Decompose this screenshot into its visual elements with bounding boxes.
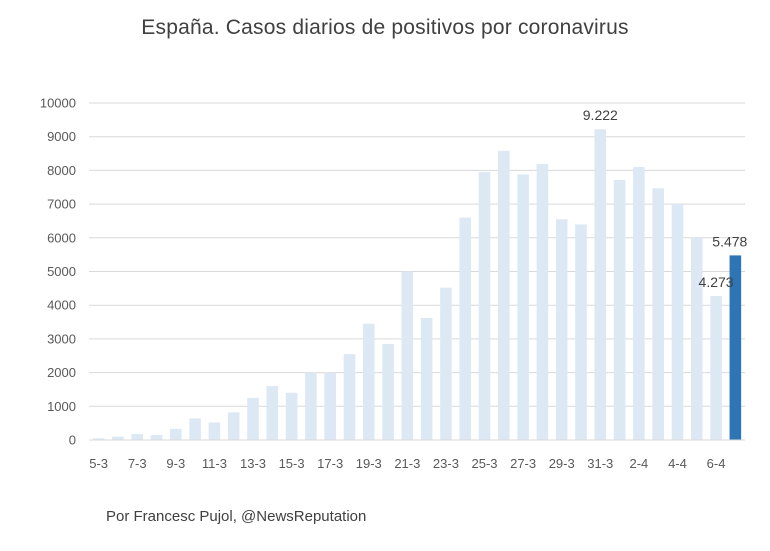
gridlines <box>89 102 745 407</box>
bar-16-3 <box>305 372 317 440</box>
bar-19-3 <box>362 323 375 440</box>
data-label: 4.273 <box>699 274 734 290</box>
bar-24-3 <box>459 217 472 440</box>
bar-1-4 <box>613 179 626 440</box>
bar-2-4 <box>633 167 645 440</box>
bar-6-3 <box>112 436 124 440</box>
bar-10-3 <box>189 418 201 440</box>
bar-9-3 <box>170 428 182 440</box>
bar-20-3 <box>382 343 394 440</box>
x-tick-label: 31-3 <box>587 456 613 471</box>
bar-13-3 <box>247 397 259 440</box>
x-axis-ticks: 5-3 7-3 9-3 11-3 13-3 15-3 17-3 19-3 21-3 23-3 25-… <box>89 456 725 471</box>
y-tick-label: 6000 <box>47 230 76 245</box>
y-tick-label: 3000 <box>47 331 76 346</box>
bar-7-3 <box>131 433 144 440</box>
data-label: 5.478 <box>712 233 747 249</box>
bar-31-3 <box>594 129 607 440</box>
x-tick-label: 19-3 <box>356 456 382 471</box>
bar-8-3 <box>150 434 163 440</box>
bar-14-3 <box>266 386 279 440</box>
chart-title: España. Casos diarios de positivos por c… <box>141 16 629 39</box>
bar-23-3 <box>440 287 452 440</box>
x-tick-label: 17-3 <box>317 456 343 471</box>
y-tick-label: 8000 <box>47 163 76 178</box>
data-labels: 9.222 4.273 5.478 <box>583 107 748 290</box>
bar-4-4 <box>671 204 684 440</box>
bar-29-3 <box>555 219 568 440</box>
bar-28-3 <box>536 163 549 440</box>
x-tick-label: 21-3 <box>394 456 420 471</box>
data-label: 9.222 <box>583 107 618 123</box>
bar-12-3 <box>227 412 240 440</box>
y-tick-label: 0 <box>69 433 76 448</box>
bars <box>92 129 742 440</box>
x-tick-label: 27-3 <box>510 456 536 471</box>
bar-5-3 <box>92 438 105 440</box>
x-tick-label: 6-4 <box>707 456 726 471</box>
bar-26-3 <box>498 150 510 440</box>
y-tick-label: 7000 <box>47 197 76 212</box>
y-tick-label: 2000 <box>47 365 76 380</box>
bar-3-4 <box>652 188 664 440</box>
bar-27-3 <box>517 174 529 440</box>
bar-18-3 <box>343 354 356 440</box>
bar-5-4 <box>690 237 703 440</box>
bar-30-3 <box>575 224 587 440</box>
x-tick-label: 5-3 <box>89 456 108 471</box>
x-tick-label: 25-3 <box>472 456 498 471</box>
bar-15-3 <box>285 392 298 440</box>
x-tick-label: 23-3 <box>433 456 459 471</box>
bar-25-3 <box>478 172 491 440</box>
x-tick-label: 4-4 <box>668 456 687 471</box>
bar-21-3 <box>401 271 414 440</box>
x-tick-label: 11-3 <box>202 456 227 471</box>
author-credit: Por Francesc Pujol, @NewsReputation <box>106 508 367 525</box>
y-tick-label: 5000 <box>47 264 76 279</box>
y-tick-label: 10000 <box>40 96 76 111</box>
bar-6-4 <box>710 295 722 440</box>
x-tick-label: 29-3 <box>549 456 575 471</box>
x-tick-label: 13-3 <box>240 456 266 471</box>
bar-11-3 <box>208 422 221 440</box>
y-tick-label: 9000 <box>47 129 76 144</box>
bar-22-3 <box>420 318 433 440</box>
x-tick-label: 9-3 <box>166 456 185 471</box>
x-tick-label: 7-3 <box>128 456 147 471</box>
x-tick-label: 2-4 <box>629 456 648 471</box>
x-tick-label: 15-3 <box>279 456 305 471</box>
y-axis-ticks: 0 1000 2000 3000 4000 5000 6000 7000 8000 9000 100… <box>40 96 76 448</box>
bar-7-4 <box>729 255 742 440</box>
y-tick-label: 1000 <box>47 399 76 414</box>
bar-17-3 <box>324 372 336 440</box>
y-tick-label: 4000 <box>47 298 76 313</box>
